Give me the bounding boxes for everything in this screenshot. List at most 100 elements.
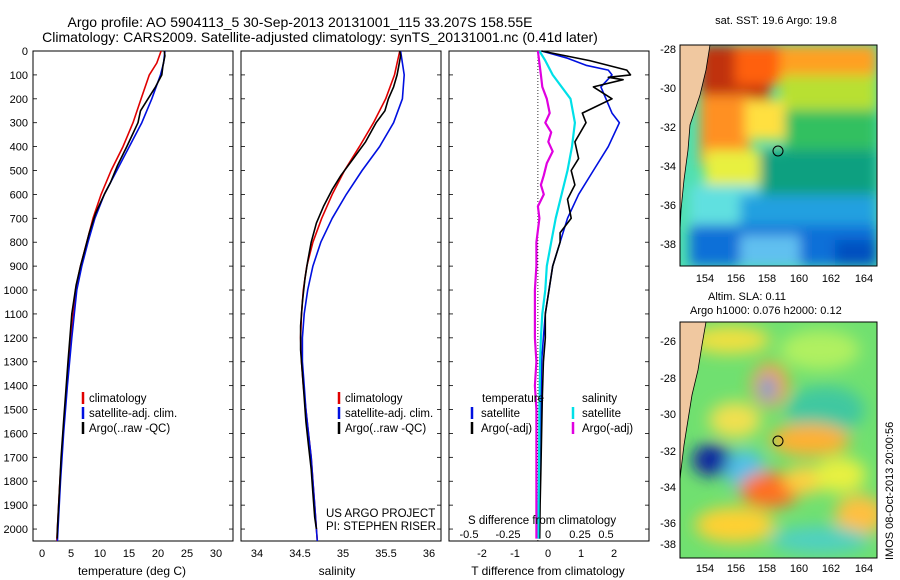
salinity-climatology-line xyxy=(299,50,401,542)
sal-tick-36: 36 xyxy=(423,548,435,560)
panel-tick-marks xyxy=(33,50,649,530)
temperature-x-ticks: 0 5 10 15 20 25 30 xyxy=(39,548,222,560)
salinity-satellite-line xyxy=(301,50,405,542)
legend-satellite-t: satellite xyxy=(481,408,520,420)
s-tick-m0.5: -0.5 xyxy=(460,529,479,541)
sla-xtick: 154 xyxy=(696,563,714,575)
sst-ytick: -38 xyxy=(660,239,676,251)
salinity-legend: climatology satellite-adj. clim. Argo(..… xyxy=(337,392,433,435)
temp-tick-30: 30 xyxy=(210,548,222,560)
pi-credit: PI: STEPHEN RISER xyxy=(326,521,436,533)
legend-climatology: climatology xyxy=(345,393,403,405)
sst-argo-location xyxy=(772,145,784,157)
depth-tick-label: 800 xyxy=(10,237,28,249)
sla-map-title-1: Altim. SLA: 0.11 xyxy=(708,291,786,303)
s-tick-m0.25: -0.25 xyxy=(495,529,520,541)
sla-map-title-2: Argo h1000: 0.076 h2000: 0.12 xyxy=(690,305,842,317)
depth-tick-label: 1800 xyxy=(4,476,28,488)
depth-tick-label: 1500 xyxy=(4,405,28,417)
sal-tick-35.5: 35.5 xyxy=(375,548,396,560)
legend-argo: Argo(..raw -QC) xyxy=(89,423,170,435)
diff-satellite-s-line xyxy=(537,50,576,539)
salinity-x-label: salinity xyxy=(319,564,356,578)
sla-xtick: 164 xyxy=(855,563,873,575)
temperature-panel-frame xyxy=(32,50,234,542)
t-tick-m1: -1 xyxy=(510,548,520,560)
s-difference-label: S difference from climatology xyxy=(468,515,616,527)
depth-tick-label: 1400 xyxy=(4,381,28,393)
title-line1: Argo profile: AO 5904113_5 30-Sep-2013 2… xyxy=(68,14,533,30)
sla-ytick: -34 xyxy=(660,482,676,494)
sla-x-ticks: 154 156 158 160 162 164 xyxy=(696,563,873,575)
sla-xtick: 162 xyxy=(822,563,840,575)
s-tick-0.5: 0.5 xyxy=(598,529,613,541)
timestamp: IMOS 08-Oct-2013 20:00:56 xyxy=(884,422,896,560)
sal-tick-34.5: 34.5 xyxy=(289,548,310,560)
sla-xtick: 156 xyxy=(727,563,745,575)
difference-panel-frame xyxy=(448,50,650,542)
depth-axis: 0 100 200 300 400 500 600 700 800 900 1000 1100 1200… xyxy=(4,46,28,536)
depth-tick-label: 1100 xyxy=(4,309,28,321)
depth-tick-label: 400 xyxy=(10,142,28,154)
salinity-x-ticks: 34 34.5 35 35.5 36 xyxy=(251,548,435,560)
legend-satellite-s: satellite xyxy=(582,408,621,420)
t-tick-1: 1 xyxy=(578,548,584,560)
temp-tick-5: 5 xyxy=(68,548,74,560)
t-difference-ticks: -2 -1 0 1 2 xyxy=(477,548,617,560)
legend-header-salinity: salinity xyxy=(582,393,617,405)
temp-tick-25: 25 xyxy=(181,548,193,560)
legend-argo-t: Argo(-adj) xyxy=(481,423,532,435)
legend-argo-s: Argo(-adj) xyxy=(582,423,633,435)
sst-y-ticks: -28 -30 -32 -34 -36 -38 xyxy=(660,44,676,251)
legend-climatology: climatology xyxy=(89,393,147,405)
sla-y-ticks: -26 -28 -30 -32 -34 -36 -38 xyxy=(660,336,676,551)
depth-tick-label: 0 xyxy=(22,46,28,58)
s-tick-0.25: 0.25 xyxy=(569,529,590,541)
salinity-argo-line xyxy=(299,50,402,530)
difference-legend: temperature salinity satellite Argo(-adj… xyxy=(470,393,633,435)
t-tick-2: 2 xyxy=(611,548,617,560)
sst-map xyxy=(680,45,877,266)
sst-x-ticks: 154 156 158 160 162 164 xyxy=(696,273,873,285)
depth-tick-label: 1600 xyxy=(4,428,28,440)
sla-xtick: 158 xyxy=(758,563,776,575)
diff-argo-t-line xyxy=(538,50,632,539)
sal-tick-35: 35 xyxy=(337,548,349,560)
depth-tick-label: 900 xyxy=(10,261,28,273)
salinity-panel-frame xyxy=(240,50,442,542)
sst-xtick: 164 xyxy=(855,273,873,285)
t-difference-label: T difference from climatology xyxy=(471,564,625,578)
depth-tick-label: 1200 xyxy=(4,333,28,345)
sla-ytick: -28 xyxy=(660,373,676,385)
sst-xtick: 154 xyxy=(696,273,714,285)
s-tick-0: 0 xyxy=(545,529,551,541)
sst-map-title: sat. SST: 19.6 Argo: 19.8 xyxy=(715,15,837,27)
diff-satellite-t-line xyxy=(538,50,621,539)
diff-argo-s-line xyxy=(533,50,554,539)
title-line2: Climatology: CARS2009. Satellite-adjuste… xyxy=(42,29,598,45)
depth-tick-label: 700 xyxy=(10,213,28,225)
sla-ytick: -26 xyxy=(660,336,676,348)
temp-tick-15: 15 xyxy=(123,548,135,560)
sla-argo-location xyxy=(772,435,784,447)
depth-tick-label: 1000 xyxy=(4,285,28,297)
sst-ytick: -28 xyxy=(660,44,676,56)
depth-tick-label: 1700 xyxy=(4,452,28,464)
sst-ytick: -32 xyxy=(660,122,676,134)
depth-tick-label: 2000 xyxy=(4,524,28,536)
sst-map-frame xyxy=(679,44,878,267)
series-layer xyxy=(56,50,632,542)
depth-tick-label: 500 xyxy=(10,166,28,178)
sst-ytick: -36 xyxy=(660,200,676,212)
s-difference-ticks: -0.5 -0.25 0 0.25 0.5 xyxy=(460,529,614,541)
depth-tick-label: 600 xyxy=(10,189,28,201)
temp-tick-20: 20 xyxy=(152,548,164,560)
sst-xtick: 156 xyxy=(727,273,745,285)
legend-header-temperature: temperature xyxy=(482,393,544,405)
depth-tick-label: 200 xyxy=(10,94,28,106)
t-tick-m2: -2 xyxy=(477,548,487,560)
sla-ytick: -38 xyxy=(660,539,676,551)
temp-tick-10: 10 xyxy=(94,548,106,560)
temperature-legend: climatology satellite-adj. clim. Argo(..… xyxy=(81,392,177,435)
